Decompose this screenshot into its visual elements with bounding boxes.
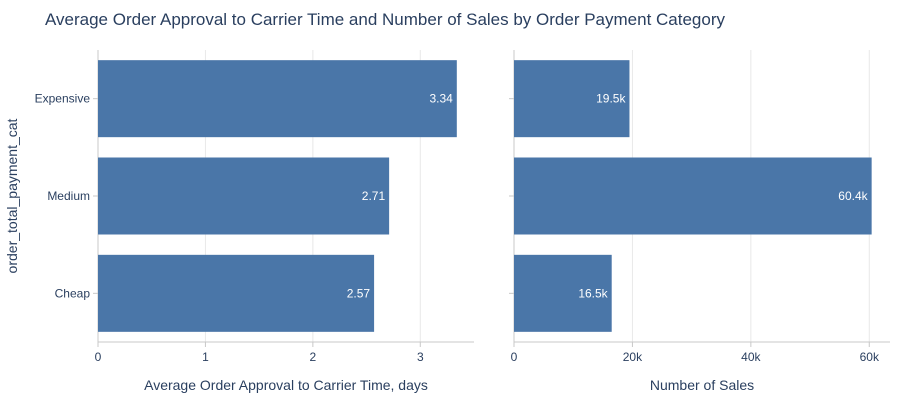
left-x-tick-label: 3 — [417, 350, 424, 364]
y-tick-label-cheap: Cheap — [55, 286, 91, 300]
left-x-tick-label: 0 — [95, 350, 102, 364]
right-bar-value-label: 19.5k — [596, 92, 626, 106]
left-bar-value-label: 2.57 — [347, 286, 371, 300]
y-tick-label-medium: Medium — [47, 189, 90, 203]
left-x-tick-label: 1 — [202, 350, 209, 364]
right-x-tick-label: 20k — [623, 350, 643, 364]
left-bar-value-label: 3.34 — [429, 92, 453, 106]
right-bar-value-label: 16.5k — [578, 286, 608, 300]
right-x-tick-label: 60k — [860, 350, 880, 364]
left-x-axis-title: Average Order Approval to Carrier Time, … — [144, 377, 428, 393]
left-panel: 0 1 2 3 Average Order Approval to Carrier Ti… — [35, 50, 474, 393]
right-bar-expensive — [514, 60, 630, 138]
left-bar-expensive — [98, 60, 457, 138]
right-bar-medium — [514, 157, 872, 235]
right-panel: 0 20k 40k 60k Number of Sales 19.5k 60.4k 16.5k — [509, 50, 890, 393]
chart-title: Average Order Approval to Carrier Time a… — [45, 10, 725, 29]
right-bar-value-label: 60.4k — [838, 189, 868, 203]
y-tick-label-expensive: Expensive — [35, 92, 91, 106]
right-bar-cheap — [514, 254, 612, 332]
right-x-tick-label: 40k — [741, 350, 761, 364]
right-x-axis-title: Number of Sales — [650, 377, 754, 393]
left-bar-cheap — [98, 254, 375, 332]
left-bar-value-label: 2.71 — [362, 189, 386, 203]
right-x-tick-label: 0 — [511, 350, 518, 364]
left-bar-medium — [98, 157, 390, 235]
y-axis-title: order_total_payment_cat — [4, 118, 20, 273]
left-x-tick-label: 2 — [310, 350, 317, 364]
